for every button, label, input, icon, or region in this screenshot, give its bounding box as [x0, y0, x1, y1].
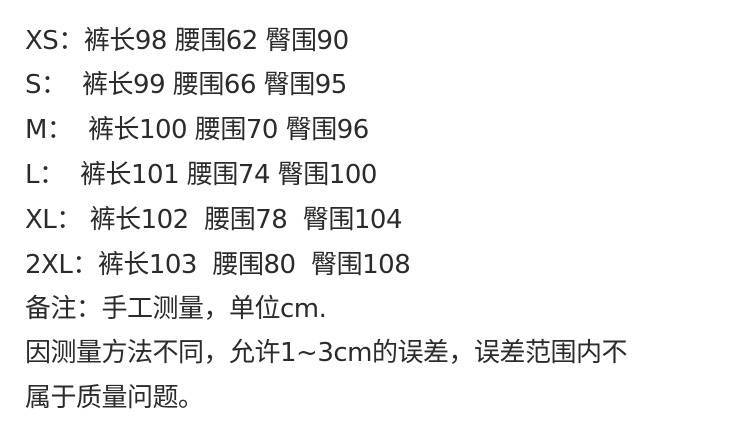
waist: 腰围78	[204, 205, 296, 235]
waist: 腰围66	[172, 70, 257, 100]
size-label: XS：	[25, 26, 84, 56]
pants-length: 裤长101	[80, 160, 180, 190]
pants-length: 裤长99	[82, 70, 166, 100]
waist: 腰围62	[174, 26, 259, 56]
size-label: S：	[25, 70, 83, 100]
size-row-m: M： 裤长100 腰围70 臀围96	[25, 113, 369, 147]
pants-length: 裤长103	[97, 250, 205, 280]
pants-length: 裤长98	[83, 26, 168, 56]
waist: 腰围70	[194, 115, 279, 145]
pants-length: 裤长102	[89, 205, 197, 235]
hip: 臀围96	[285, 115, 370, 145]
disclaimer-line-2: 属于质量问题。	[25, 383, 204, 413]
size-label: M：	[25, 115, 88, 145]
hip: 臀围108	[311, 250, 411, 280]
size-row-xs: XS：裤长98 腰围62 臀围90	[25, 24, 349, 58]
hip: 臀围104	[302, 205, 403, 235]
size-row-l: L： 裤长101 腰围74 臀围100	[25, 158, 377, 192]
waist: 腰围74	[186, 160, 271, 190]
size-label: XL：	[25, 205, 90, 235]
pants-length: 裤长100	[87, 115, 188, 145]
size-row-s: S： 裤长99 腰围66 臀围95	[25, 68, 347, 102]
hip: 臀围95	[263, 70, 348, 100]
size-label: L：	[25, 160, 81, 190]
size-row-xl: XL： 裤长102 腰围78 臀围104	[25, 203, 403, 237]
hip: 臀围90	[265, 26, 350, 56]
disclaimer-line-1: 因测量方法不同，允许1~3cm的误差，误差范围内不	[25, 338, 628, 368]
waist: 腰围80	[212, 250, 304, 280]
size-label: 2XL：	[25, 250, 98, 280]
measurement-note: 备注：手工测量，单位cm.	[25, 294, 327, 324]
hip: 臀围100	[277, 160, 378, 190]
size-row-2xl: 2XL：裤长103 腰围80 臀围108	[25, 248, 411, 282]
